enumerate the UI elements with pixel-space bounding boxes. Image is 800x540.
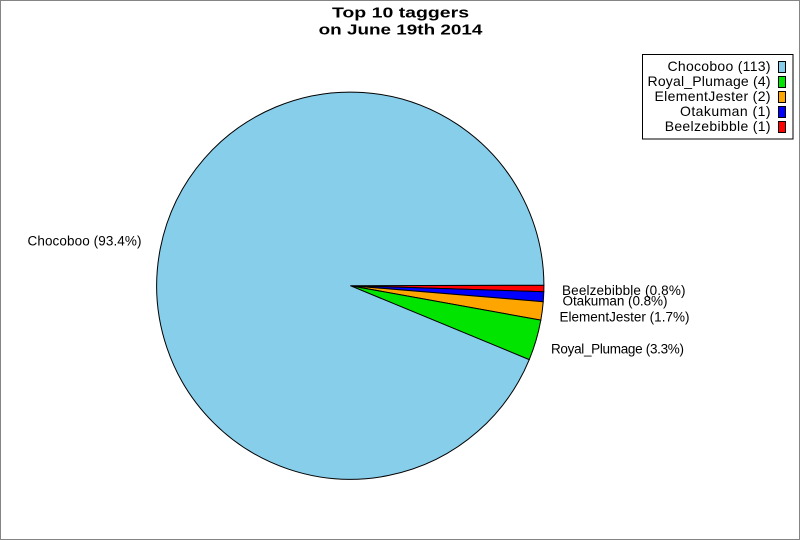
svg-text:Royal_Plumage (4): Royal_Plumage (4) — [648, 73, 771, 89]
svg-text:Beelzebibble (1): Beelzebibble (1) — [665, 118, 771, 134]
svg-text:Otakuman (1): Otakuman (1) — [680, 103, 771, 119]
svg-text:Royal_Plumage (3.3%): Royal_Plumage (3.3%) — [551, 342, 684, 357]
svg-text:Chocoboo (113): Chocoboo (113) — [668, 58, 771, 74]
svg-text:Chocoboo (93.4%): Chocoboo (93.4%) — [28, 233, 142, 248]
svg-text:Otakuman (0.8%): Otakuman (0.8%) — [563, 294, 668, 309]
svg-text:on June 19th 2014: on June 19th 2014 — [319, 21, 483, 38]
svg-text:Beelzebibble (0.8%): Beelzebibble (0.8%) — [562, 283, 686, 298]
svg-text:ElementJester (1.7%): ElementJester (1.7%) — [560, 310, 690, 325]
svg-text:ElementJester (2): ElementJester (2) — [655, 88, 771, 104]
svg-text:Top 10 taggers: Top 10 taggers — [332, 4, 469, 21]
